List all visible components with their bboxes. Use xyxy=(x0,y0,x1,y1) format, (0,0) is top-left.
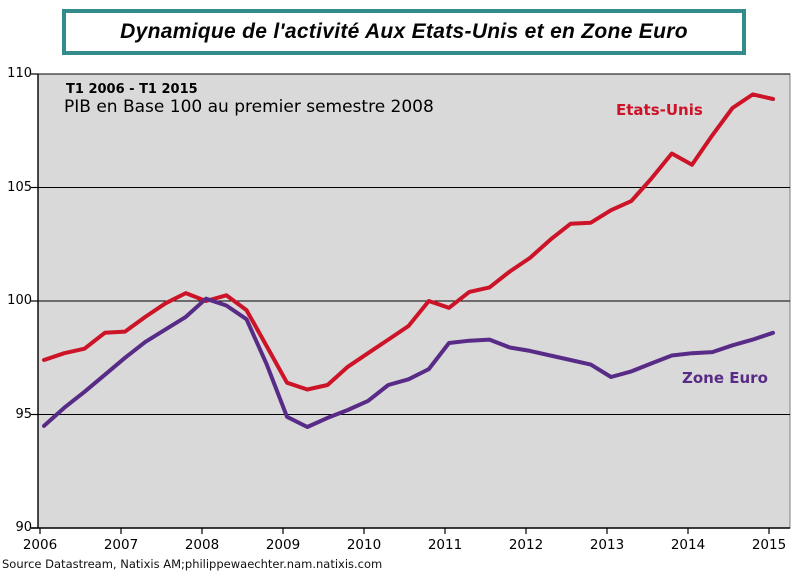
chart-title: Dynamique de l'activité Aux Etats-Unis e… xyxy=(120,20,688,43)
y-axis-tick-100: 100 xyxy=(7,293,32,308)
x-axis-tick-2012: 2012 xyxy=(508,537,544,553)
subtitle-annotation: PIB en Base 100 au premier semestre 2008 xyxy=(64,97,434,117)
y-axis-tick-110: 110 xyxy=(7,66,32,81)
x-axis-tick-2015: 2015 xyxy=(751,537,787,553)
x-axis-tick-2011: 2011 xyxy=(427,537,463,553)
x-axis-tick-2006: 2006 xyxy=(22,537,58,553)
source-note: Source Datastream, Natixis AM;philippewa… xyxy=(2,557,383,571)
x-axis-tick-2008: 2008 xyxy=(184,537,220,553)
series-label-zone-euro: Zone Euro xyxy=(682,369,768,387)
x-axis-tick-2010: 2010 xyxy=(346,537,382,553)
x-axis-tick-2009: 2009 xyxy=(265,537,301,553)
y-axis-tick-90: 90 xyxy=(15,520,32,535)
y-axis-tick-95: 95 xyxy=(15,407,32,422)
x-axis-tick-2007: 2007 xyxy=(103,537,139,553)
x-axis-tick-2014: 2014 xyxy=(670,537,706,553)
x-axis-tick-2013: 2013 xyxy=(589,537,625,553)
series-label-etats-unis: Etats-Unis xyxy=(616,101,703,119)
chart-title-box: Dynamique de l'activité Aux Etats-Unis e… xyxy=(62,9,746,55)
y-axis-tick-105: 105 xyxy=(7,180,32,195)
period-annotation: T1 2006 - T1 2015 xyxy=(66,82,198,97)
